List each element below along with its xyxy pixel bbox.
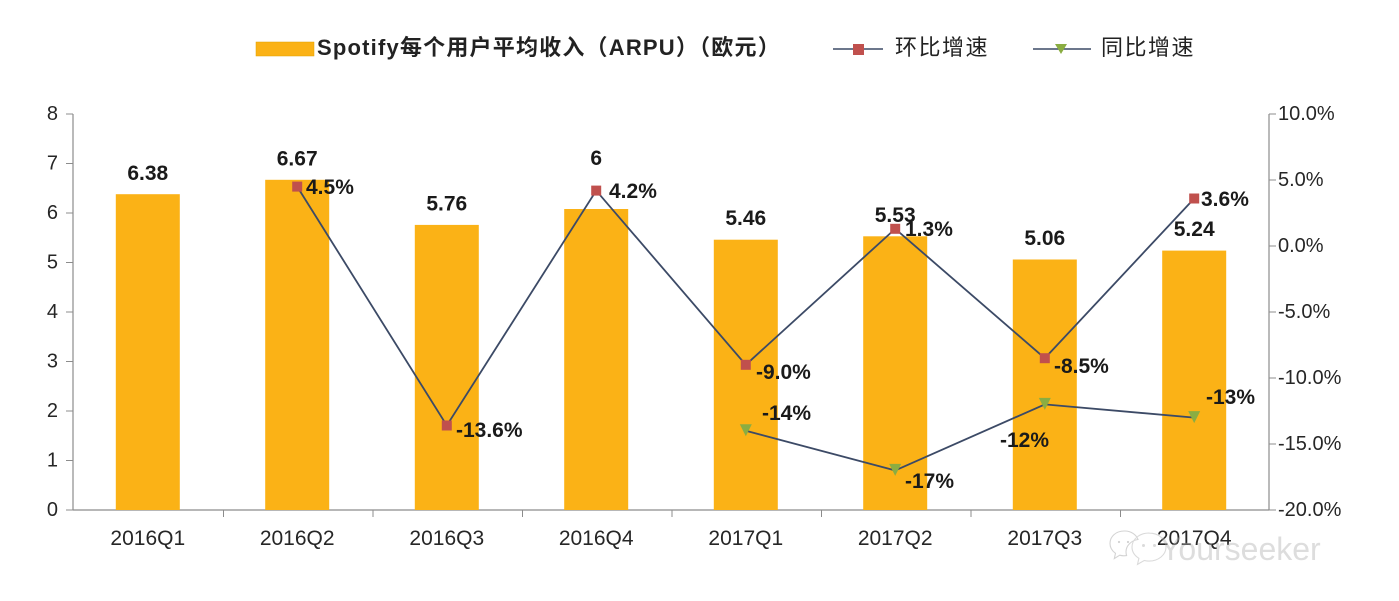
svg-text:3.6%: 3.6% <box>1201 188 1249 211</box>
svg-text:0: 0 <box>47 499 58 521</box>
svg-text:5.0%: 5.0% <box>1278 169 1324 191</box>
svg-text:-10.0%: -10.0% <box>1278 367 1342 389</box>
svg-text:-8.5%: -8.5% <box>1054 355 1109 378</box>
svg-text:5.06: 5.06 <box>1024 227 1065 250</box>
svg-text:0.0%: 0.0% <box>1278 235 1324 257</box>
svg-text:2016Q1: 2016Q1 <box>110 527 185 550</box>
svg-text:4: 4 <box>47 301 58 323</box>
svg-text:8: 8 <box>47 103 58 125</box>
svg-text:10.0%: 10.0% <box>1278 103 1335 125</box>
svg-text:6.67: 6.67 <box>277 148 318 171</box>
svg-text:1: 1 <box>47 450 58 472</box>
svg-text:5.46: 5.46 <box>725 207 766 230</box>
svg-text:-13%: -13% <box>1206 386 1255 409</box>
svg-text:-14%: -14% <box>762 402 811 425</box>
svg-text:2016Q3: 2016Q3 <box>409 527 484 550</box>
svg-text:4.2%: 4.2% <box>609 180 657 203</box>
svg-text:6: 6 <box>47 202 58 224</box>
svg-text:1.3%: 1.3% <box>905 218 953 241</box>
svg-text:5: 5 <box>47 252 58 274</box>
svg-text:-5.0%: -5.0% <box>1278 301 1330 323</box>
svg-text:3: 3 <box>47 351 58 373</box>
svg-text:5.24: 5.24 <box>1174 218 1215 241</box>
svg-text:Yourseeker: Yourseeker <box>1160 531 1321 567</box>
svg-text:5.76: 5.76 <box>426 193 467 216</box>
svg-text:Spotify每个用户平均收入（ARPU）（欧元）: Spotify每个用户平均收入（ARPU）（欧元） <box>317 35 781 60</box>
svg-text:2016Q4: 2016Q4 <box>559 527 634 550</box>
svg-text:-17%: -17% <box>905 470 954 493</box>
svg-text:7: 7 <box>47 153 58 175</box>
svg-text:2: 2 <box>47 400 58 422</box>
svg-text:-15.0%: -15.0% <box>1278 433 1342 455</box>
svg-text:2017Q3: 2017Q3 <box>1007 527 1082 550</box>
svg-text:2017Q1: 2017Q1 <box>708 527 783 550</box>
svg-text:-13.6%: -13.6% <box>456 419 523 442</box>
svg-text:同比增速: 同比增速 <box>1101 35 1195 60</box>
svg-text:6.38: 6.38 <box>127 162 168 185</box>
svg-text:环比增速: 环比增速 <box>895 35 989 60</box>
svg-text:-12%: -12% <box>1000 429 1049 452</box>
svg-text:2017Q2: 2017Q2 <box>858 527 933 550</box>
svg-text:6: 6 <box>590 147 602 170</box>
svg-text:-20.0%: -20.0% <box>1278 499 1342 521</box>
svg-text:-9.0%: -9.0% <box>756 361 811 384</box>
svg-text:2016Q2: 2016Q2 <box>260 527 335 550</box>
svg-text:4.5%: 4.5% <box>306 176 354 199</box>
